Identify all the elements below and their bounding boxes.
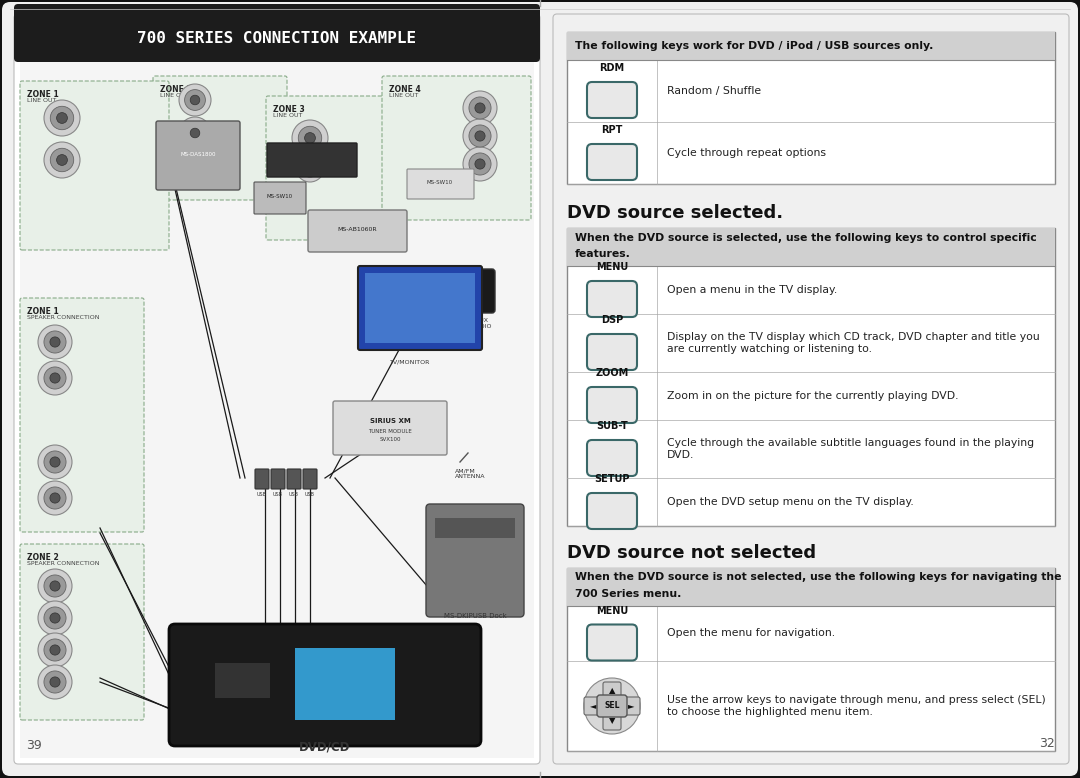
Circle shape [38,569,72,603]
FancyBboxPatch shape [588,625,637,661]
FancyBboxPatch shape [14,14,540,764]
Text: DVD source selected.: DVD source selected. [567,204,783,222]
Bar [18,18,536,58]
Circle shape [38,481,72,515]
Bar [567,228,1055,266]
Circle shape [56,155,67,166]
Text: MS-DKIPUSB Dock: MS-DKIPUSB Dock [444,613,507,619]
Text: TV/MONITOR: TV/MONITOR [390,359,430,364]
Circle shape [50,373,60,383]
FancyBboxPatch shape [622,697,640,715]
Text: LINE OUT: LINE OUT [160,93,189,98]
Circle shape [50,457,60,467]
Circle shape [38,601,72,635]
FancyBboxPatch shape [588,440,637,476]
Bar [215,663,270,698]
Text: SEL: SEL [604,702,620,710]
Circle shape [463,147,497,181]
Circle shape [190,95,200,105]
Circle shape [305,132,315,143]
Text: Cycle through repeat options: Cycle through repeat options [667,148,826,158]
Text: MS-DAS1800: MS-DAS1800 [180,152,216,157]
Text: Open the DVD setup menu on the TV display.: Open the DVD setup menu on the TV displa… [667,497,914,507]
Bar [567,228,1055,526]
FancyBboxPatch shape [267,143,357,177]
Circle shape [51,107,73,130]
Circle shape [38,361,72,395]
Text: LINE OUT: LINE OUT [389,93,418,98]
Text: ZONE 2: ZONE 2 [27,553,58,562]
Text: MENU: MENU [596,262,629,272]
FancyBboxPatch shape [597,695,627,717]
Circle shape [475,159,485,169]
Text: ▼: ▼ [609,717,616,726]
FancyBboxPatch shape [588,493,637,529]
Bar [365,273,475,343]
FancyBboxPatch shape [382,76,531,220]
Text: 700 SERIES CONNECTION EXAMPLE: 700 SERIES CONNECTION EXAMPLE [137,30,417,45]
FancyBboxPatch shape [303,469,318,489]
Circle shape [44,100,80,136]
Circle shape [50,337,60,347]
Text: DVD/CD: DVD/CD [299,740,351,753]
Text: When the DVD source is selected, use the following keys to control specific: When the DVD source is selected, use the… [575,233,1037,243]
Circle shape [44,607,66,629]
Text: SETUP: SETUP [594,474,630,484]
FancyBboxPatch shape [21,544,144,720]
Text: Open the menu for navigation.: Open the menu for navigation. [667,629,835,639]
Text: TUNER MODULE: TUNER MODULE [368,429,411,434]
Bar [567,32,1055,60]
Text: SIRIUS XM: SIRIUS XM [369,418,410,424]
Circle shape [44,451,66,473]
Text: features.: features. [575,249,631,259]
Text: ►: ► [627,702,634,710]
Text: ZOOM: ZOOM [595,368,629,378]
Text: USB: USB [305,492,315,497]
Circle shape [50,645,60,655]
Circle shape [475,103,485,113]
FancyBboxPatch shape [168,624,481,746]
FancyBboxPatch shape [255,469,269,489]
Text: Random / Shuffle: Random / Shuffle [667,86,761,96]
Circle shape [185,89,205,110]
Circle shape [38,665,72,699]
FancyBboxPatch shape [287,469,301,489]
Circle shape [38,633,72,667]
Text: Cycle through the available subtitle languages found in the playing: Cycle through the available subtitle lan… [667,438,1035,448]
Text: MS-SW10: MS-SW10 [427,180,454,185]
Text: ZONE 1: ZONE 1 [27,90,58,99]
Bar [567,32,1055,184]
Text: AM/FM
ANTENNA: AM/FM ANTENNA [455,468,486,479]
Text: DSP: DSP [600,315,623,325]
FancyBboxPatch shape [588,334,637,370]
Text: SPEAKER CONNECTION: SPEAKER CONNECTION [27,315,99,320]
Text: Zoom in on the picture for the currently playing DVD.: Zoom in on the picture for the currently… [667,391,959,401]
Text: LINE OUT: LINE OUT [27,98,56,103]
FancyBboxPatch shape [603,712,621,730]
Circle shape [38,325,72,359]
Text: DVD source not selected: DVD source not selected [567,544,816,562]
Text: 39: 39 [26,739,42,752]
Text: SPEAKER CONNECTION: SPEAKER CONNECTION [27,561,99,566]
Circle shape [56,113,67,124]
Bar [567,568,1055,751]
Circle shape [44,142,80,178]
Bar [295,648,395,720]
FancyBboxPatch shape [588,144,637,180]
Text: ZONE 3: ZONE 3 [273,105,305,114]
Circle shape [292,120,328,156]
FancyBboxPatch shape [357,266,482,350]
Text: are currently watching or listening to.: are currently watching or listening to. [667,344,872,354]
Text: ◄: ◄ [590,702,596,710]
Text: LINE OUT: LINE OUT [273,113,302,118]
Text: MS-SW10: MS-SW10 [267,194,293,199]
Text: SUB-T: SUB-T [596,421,627,431]
FancyBboxPatch shape [21,81,168,250]
FancyBboxPatch shape [426,504,524,617]
FancyBboxPatch shape [153,76,287,200]
Text: Use the arrow keys to navigate through menu, and press select (SEL): Use the arrow keys to navigate through m… [667,695,1045,705]
Text: ZONE 4: ZONE 4 [389,85,421,94]
Text: ▲: ▲ [609,686,616,696]
Text: ZONE 1: ZONE 1 [27,307,58,316]
